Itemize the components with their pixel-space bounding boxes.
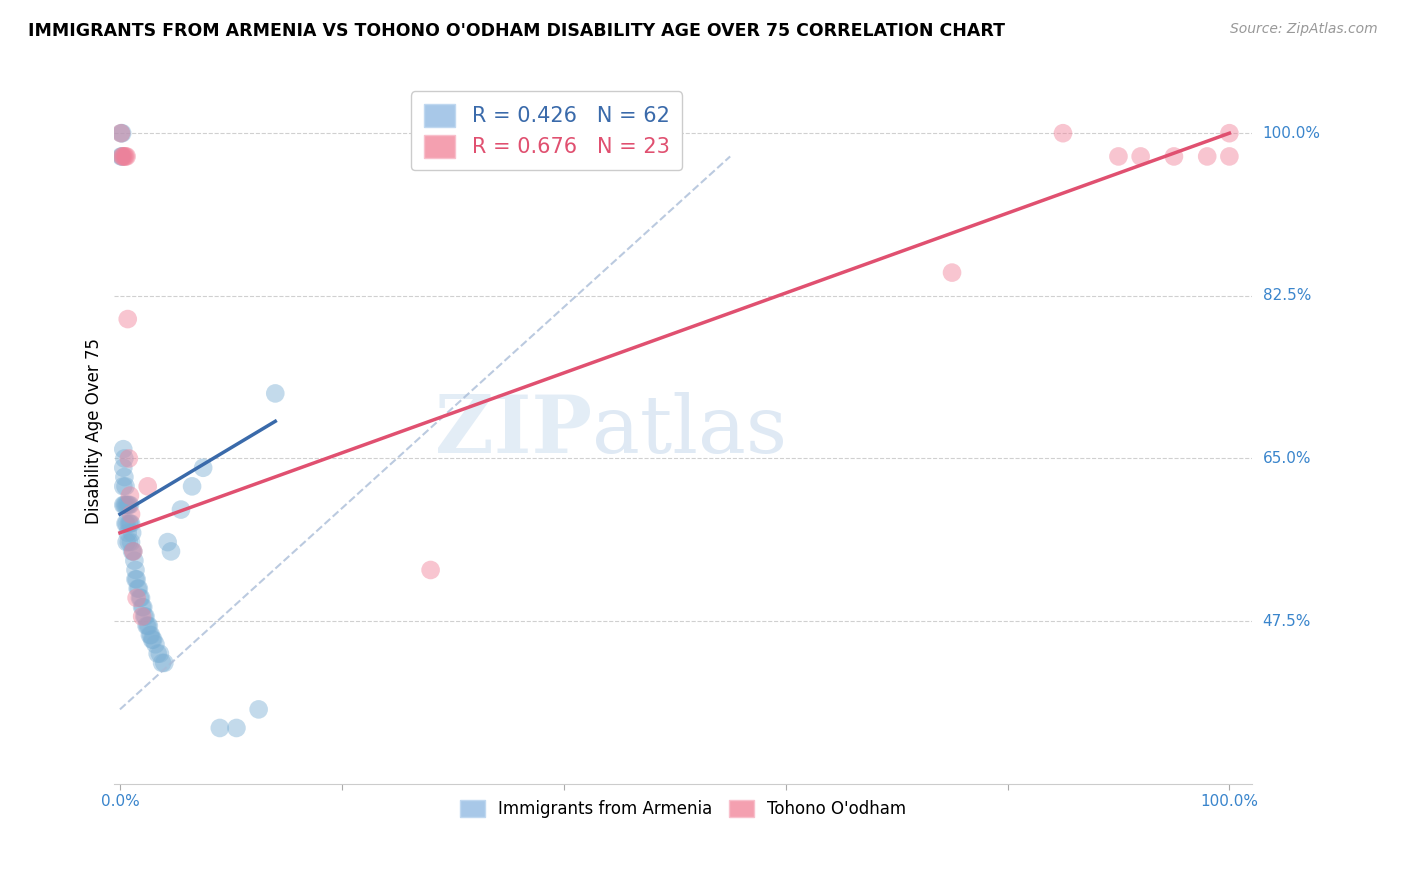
Point	[1129, 149, 1152, 163]
Point	[142, 632, 165, 647]
Point	[112, 460, 135, 475]
Point	[225, 721, 247, 735]
Point	[124, 563, 146, 577]
Point	[112, 149, 135, 163]
Point	[136, 619, 159, 633]
Point	[120, 507, 142, 521]
Point	[127, 582, 149, 596]
Point	[115, 498, 138, 512]
Point	[125, 591, 148, 605]
Point	[122, 544, 145, 558]
Point	[117, 312, 139, 326]
Point	[117, 525, 139, 540]
Y-axis label: Disability Age Over 75: Disability Age Over 75	[86, 337, 103, 524]
Point	[156, 535, 179, 549]
Point	[134, 609, 156, 624]
Point	[139, 628, 162, 642]
Point	[120, 535, 142, 549]
Text: Source: ZipAtlas.com: Source: ZipAtlas.com	[1230, 22, 1378, 37]
Point	[114, 479, 136, 493]
Point	[1197, 149, 1219, 163]
Point	[118, 489, 141, 503]
Text: IMMIGRANTS FROM ARMENIA VS TOHONO O'ODHAM DISABILITY AGE OVER 75 CORRELATION CHA: IMMIGRANTS FROM ARMENIA VS TOHONO O'ODHA…	[28, 22, 1005, 40]
Point	[124, 572, 146, 586]
Point	[118, 498, 141, 512]
Point	[128, 582, 150, 596]
Point	[264, 386, 287, 401]
Point	[160, 544, 183, 558]
Point	[115, 149, 138, 163]
Point	[110, 126, 132, 140]
Point	[112, 498, 135, 512]
Point	[1163, 149, 1185, 163]
Point	[118, 498, 141, 512]
Point	[125, 572, 148, 586]
Point	[1052, 126, 1074, 140]
Point	[121, 525, 143, 540]
Point	[131, 609, 153, 624]
Text: ZIP: ZIP	[434, 392, 592, 469]
Point	[136, 479, 159, 493]
Point	[419, 563, 441, 577]
Point	[114, 498, 136, 512]
Point	[191, 460, 214, 475]
Text: 100.0%: 100.0%	[1263, 126, 1320, 141]
Point	[170, 502, 193, 516]
Point	[114, 516, 136, 531]
Point	[112, 498, 135, 512]
Point	[146, 647, 169, 661]
Point	[124, 554, 146, 568]
Point	[129, 591, 152, 605]
Point	[110, 149, 132, 163]
Point	[112, 479, 135, 493]
Point	[131, 600, 153, 615]
Point	[112, 149, 135, 163]
Point	[138, 619, 160, 633]
Point	[118, 516, 141, 531]
Point	[1218, 126, 1240, 140]
Point	[134, 609, 156, 624]
Point	[132, 600, 155, 615]
Point	[111, 126, 134, 140]
Text: 65.0%: 65.0%	[1263, 451, 1312, 466]
Point	[114, 149, 136, 163]
Point	[122, 544, 145, 558]
Point	[118, 535, 141, 549]
Point	[139, 628, 162, 642]
Legend: Immigrants from Armenia, Tohono O'odham: Immigrants from Armenia, Tohono O'odham	[453, 793, 912, 825]
Point	[117, 498, 139, 512]
Point	[115, 516, 138, 531]
Point	[150, 656, 173, 670]
Point	[181, 479, 204, 493]
Point	[145, 637, 167, 651]
Point	[121, 544, 143, 558]
Point	[118, 516, 141, 531]
Point	[149, 647, 172, 661]
Point	[941, 266, 963, 280]
Point	[118, 451, 141, 466]
Point	[115, 535, 138, 549]
Point	[112, 451, 135, 466]
Point	[141, 632, 163, 647]
Point	[111, 149, 134, 163]
Point	[208, 721, 231, 735]
Text: 47.5%: 47.5%	[1263, 614, 1310, 629]
Text: atlas: atlas	[592, 392, 787, 469]
Text: 82.5%: 82.5%	[1263, 288, 1310, 303]
Point	[129, 591, 152, 605]
Point	[112, 470, 135, 484]
Point	[153, 656, 176, 670]
Point	[247, 702, 270, 716]
Point	[111, 149, 134, 163]
Point	[110, 126, 132, 140]
Point	[1107, 149, 1129, 163]
Point	[120, 516, 142, 531]
Point	[135, 619, 157, 633]
Point	[112, 442, 135, 457]
Point	[1218, 149, 1240, 163]
